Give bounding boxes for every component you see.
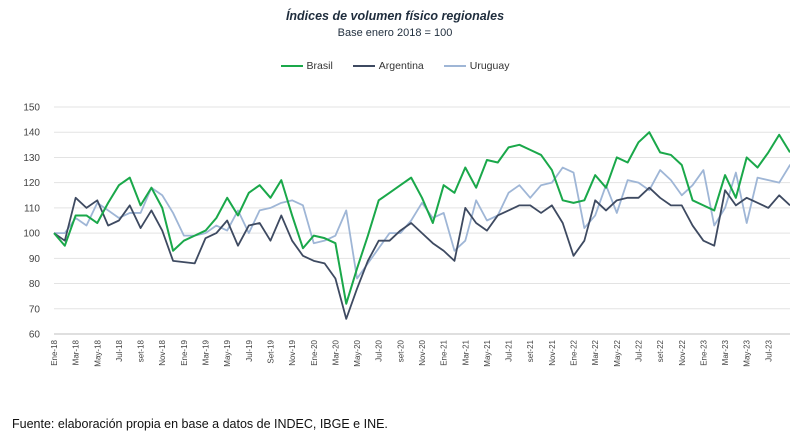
x-tick-label: Ene-19 [180,339,189,365]
x-tick-label: Jul-18 [115,339,124,361]
y-tick-label: 150 [23,103,40,114]
y-tick-label: 110 [24,203,40,214]
x-tick-label: Jul-20 [375,339,384,361]
y-tick-label: 130 [23,153,40,164]
x-tick-label: Mar-22 [591,339,600,365]
legend-label-uruguay: Uruguay [469,60,510,72]
x-tick-label: Jul-21 [505,339,514,361]
legend-item-argentina: Argentina [352,60,424,72]
x-tick-label: Mar-18 [72,339,81,365]
y-tick-label: 60 [29,330,41,341]
x-tick-label: set-22 [656,339,665,362]
y-tick-label: 140 [23,128,40,139]
x-tick-label: Nov-22 [678,339,687,365]
chart-title: Índices de volumen físico regionales [285,9,505,23]
x-tick-label: Nov-18 [158,339,167,365]
x-tick-label: Mar-21 [461,339,470,365]
x-tick-label: Jul-22 [634,339,643,361]
x-tick-label: May-22 [613,339,622,366]
x-axis-ticks: Ene-18 Mar-18 May-18 Jul-18 set-18 Nov-18 Ene-… [50,339,773,366]
x-tick-label: Ene-18 [50,339,59,365]
chart-subtitle: Base enero 2018 = 100 [337,27,453,39]
y-tick-label: 80 [29,279,41,290]
x-tick-label: Set-19 [266,339,275,363]
x-tick-label: Ene-23 [699,339,708,365]
x-tick-label: Nov-20 [418,339,427,365]
x-tick-label: Nov-19 [288,339,297,365]
line-chart: 60 70 80 90 100 110 120 130 140 150 Ene-18 Mar-18 M… [23,103,790,367]
legend-item-brasil: Brasil [280,60,333,72]
series-line-brasil [53,131,790,305]
x-tick-label: May-19 [223,339,232,366]
chart-legend: Brasil Argentina Uruguay [0,60,790,72]
y-tick-label: 100 [23,229,40,240]
x-tick-label: set-21 [526,339,535,362]
x-tick-label: Jul-19 [245,339,254,361]
y-tick-label: 120 [23,178,40,189]
y-tick-label: 90 [29,254,41,265]
legend-label-argentina: Argentina [378,60,424,72]
y-axis-ticks: 60 70 80 90 100 110 120 130 140 150 [23,103,40,341]
series-line-uruguay [54,164,790,280]
series-lines [53,131,790,320]
x-tick-label: May-21 [483,339,492,366]
legend-item-uruguay: Uruguay [443,60,510,72]
legend-swatch-brasil [280,65,303,67]
x-tick-label: May-20 [353,339,362,366]
x-tick-label: Ene-20 [310,339,319,365]
x-tick-label: Mar-20 [331,339,340,365]
x-tick-label: Mar-23 [721,339,730,365]
legend-swatch-uruguay [443,65,466,67]
x-tick-label: Ene-21 [440,339,449,365]
x-tick-label: Ene-22 [570,339,579,365]
y-tick-label: 70 [29,304,41,315]
x-tick-label: Nov-21 [548,339,557,365]
series-line-argentina [53,186,790,320]
legend-swatch-argentina [352,65,375,67]
x-tick-label: set-18 [137,339,146,362]
x-tick-label: Mar-19 [202,339,211,365]
x-tick-label: set-20 [396,339,405,362]
x-tick-label: May-23 [743,339,752,366]
x-tick-label: Jul-23 [764,339,773,361]
x-tick-label: May-18 [93,339,102,366]
legend-label-brasil: Brasil [306,60,333,72]
source-note: Fuente: elaboración propia en base a dat… [12,417,388,431]
